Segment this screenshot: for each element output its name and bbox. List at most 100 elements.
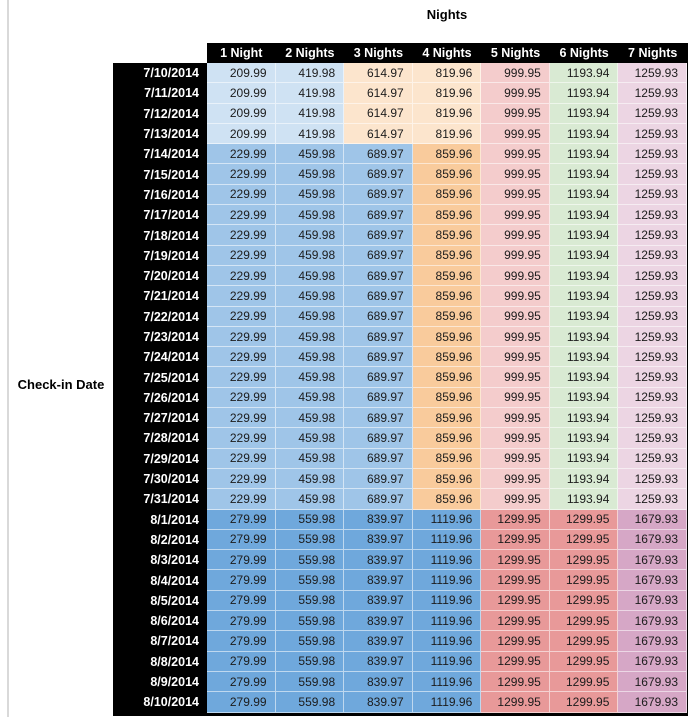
price-cell[interactable]: 1259.93 bbox=[618, 448, 687, 469]
price-cell[interactable]: 1299.95 bbox=[549, 692, 619, 713]
price-cell[interactable]: 229.99 bbox=[207, 306, 276, 327]
price-cell[interactable]: 229.99 bbox=[207, 489, 276, 510]
price-cell[interactable]: 1679.93 bbox=[618, 509, 687, 530]
price-cell[interactable]: 279.99 bbox=[207, 509, 276, 530]
price-cell[interactable]: 689.97 bbox=[344, 286, 413, 307]
price-cell[interactable]: 1679.93 bbox=[618, 590, 687, 612]
price-cell[interactable]: 1193.94 bbox=[549, 184, 619, 206]
price-cell[interactable]: 689.97 bbox=[344, 265, 413, 287]
price-cell[interactable]: 1299.95 bbox=[549, 529, 619, 551]
price-cell[interactable]: 859.96 bbox=[412, 347, 482, 368]
price-cell[interactable]: 1259.93 bbox=[618, 428, 687, 449]
price-cell[interactable]: 999.95 bbox=[481, 103, 550, 124]
price-cell[interactable]: 559.98 bbox=[275, 550, 345, 571]
price-cell[interactable]: 1259.93 bbox=[618, 326, 687, 348]
price-cell[interactable]: 279.99 bbox=[207, 611, 276, 632]
row-header-date[interactable]: 7/17/2014 bbox=[113, 205, 207, 226]
price-cell[interactable]: 614.97 bbox=[344, 83, 413, 104]
price-cell[interactable]: 459.98 bbox=[275, 448, 345, 469]
price-cell[interactable]: 614.97 bbox=[344, 123, 413, 145]
price-cell[interactable]: 1193.94 bbox=[549, 408, 619, 429]
price-cell[interactable]: 689.97 bbox=[344, 387, 413, 409]
column-header[interactable]: 2 Nights bbox=[275, 43, 345, 63]
price-cell[interactable]: 459.98 bbox=[275, 205, 345, 226]
price-cell[interactable]: 1193.94 bbox=[549, 123, 619, 145]
column-header[interactable]: 4 Nights bbox=[412, 43, 482, 63]
price-cell[interactable]: 559.98 bbox=[275, 631, 345, 652]
price-cell[interactable]: 859.96 bbox=[412, 408, 482, 429]
price-cell[interactable]: 459.98 bbox=[275, 144, 345, 165]
price-cell[interactable]: 1299.95 bbox=[549, 651, 619, 672]
price-cell[interactable]: 1679.93 bbox=[618, 550, 687, 571]
price-cell[interactable]: 839.97 bbox=[344, 550, 413, 571]
price-cell[interactable]: 209.99 bbox=[207, 63, 276, 84]
row-header-date[interactable]: 8/5/2014 bbox=[113, 590, 207, 612]
price-cell[interactable]: 839.97 bbox=[344, 590, 413, 612]
price-cell[interactable]: 459.98 bbox=[275, 306, 345, 327]
price-cell[interactable]: 999.95 bbox=[481, 489, 550, 510]
price-cell[interactable]: 614.97 bbox=[344, 63, 413, 84]
row-header-date[interactable]: 7/30/2014 bbox=[113, 468, 207, 490]
price-cell[interactable]: 1259.93 bbox=[618, 347, 687, 368]
price-cell[interactable]: 1119.96 bbox=[412, 550, 482, 571]
row-header-date[interactable]: 8/1/2014 bbox=[113, 509, 207, 530]
price-cell[interactable]: 229.99 bbox=[207, 367, 276, 388]
price-cell[interactable]: 1193.94 bbox=[549, 468, 619, 490]
row-header-date[interactable]: 8/4/2014 bbox=[113, 570, 207, 591]
price-cell[interactable]: 1259.93 bbox=[618, 225, 687, 246]
price-cell[interactable]: 459.98 bbox=[275, 184, 345, 206]
price-cell[interactable]: 689.97 bbox=[344, 164, 413, 185]
price-cell[interactable]: 419.98 bbox=[275, 83, 345, 104]
price-cell[interactable]: 459.98 bbox=[275, 245, 345, 266]
price-cell[interactable]: 209.99 bbox=[207, 123, 276, 145]
price-cell[interactable]: 819.96 bbox=[412, 63, 482, 84]
price-cell[interactable]: 1193.94 bbox=[549, 286, 619, 307]
price-cell[interactable]: 1259.93 bbox=[618, 164, 687, 185]
price-cell[interactable]: 459.98 bbox=[275, 347, 345, 368]
price-cell[interactable]: 229.99 bbox=[207, 265, 276, 287]
price-cell[interactable]: 229.99 bbox=[207, 347, 276, 368]
price-cell[interactable]: 1193.94 bbox=[549, 205, 619, 226]
price-cell[interactable]: 459.98 bbox=[275, 367, 345, 388]
price-cell[interactable]: 229.99 bbox=[207, 448, 276, 469]
price-cell[interactable]: 1193.94 bbox=[549, 326, 619, 348]
price-cell[interactable]: 859.96 bbox=[412, 265, 482, 287]
row-header-date[interactable]: 7/26/2014 bbox=[113, 387, 207, 409]
price-cell[interactable]: 1299.95 bbox=[549, 590, 619, 612]
price-cell[interactable]: 839.97 bbox=[344, 611, 413, 632]
row-header-date[interactable]: 7/21/2014 bbox=[113, 286, 207, 307]
price-cell[interactable]: 819.96 bbox=[412, 83, 482, 104]
price-cell[interactable]: 689.97 bbox=[344, 326, 413, 348]
price-cell[interactable]: 859.96 bbox=[412, 164, 482, 185]
price-cell[interactable]: 1259.93 bbox=[618, 408, 687, 429]
price-cell[interactable]: 859.96 bbox=[412, 448, 482, 469]
row-header-date[interactable]: 7/29/2014 bbox=[113, 448, 207, 469]
price-cell[interactable]: 459.98 bbox=[275, 468, 345, 490]
price-cell[interactable]: 1299.95 bbox=[481, 570, 550, 591]
price-cell[interactable]: 1679.93 bbox=[618, 692, 687, 713]
price-cell[interactable]: 689.97 bbox=[344, 468, 413, 490]
price-cell[interactable]: 1119.96 bbox=[412, 590, 482, 612]
price-cell[interactable]: 1259.93 bbox=[618, 144, 687, 165]
row-header-date[interactable]: 7/24/2014 bbox=[113, 347, 207, 368]
price-cell[interactable]: 1193.94 bbox=[549, 245, 619, 266]
price-cell[interactable]: 1193.94 bbox=[549, 489, 619, 510]
column-header[interactable]: 6 Nights bbox=[549, 43, 619, 63]
price-cell[interactable]: 1259.93 bbox=[618, 489, 687, 510]
price-cell[interactable]: 279.99 bbox=[207, 671, 276, 693]
price-cell[interactable]: 229.99 bbox=[207, 468, 276, 490]
row-header-date[interactable]: 7/15/2014 bbox=[113, 164, 207, 185]
price-cell[interactable]: 1193.94 bbox=[549, 103, 619, 124]
price-cell[interactable]: 999.95 bbox=[481, 408, 550, 429]
price-cell[interactable]: 1259.93 bbox=[618, 265, 687, 287]
price-cell[interactable]: 559.98 bbox=[275, 651, 345, 672]
price-cell[interactable]: 459.98 bbox=[275, 387, 345, 409]
price-cell[interactable]: 559.98 bbox=[275, 692, 345, 713]
price-cell[interactable]: 999.95 bbox=[481, 245, 550, 266]
price-cell[interactable]: 819.96 bbox=[412, 123, 482, 145]
price-cell[interactable]: 279.99 bbox=[207, 590, 276, 612]
price-cell[interactable]: 459.98 bbox=[275, 265, 345, 287]
row-header-date[interactable]: 7/19/2014 bbox=[113, 245, 207, 266]
price-cell[interactable]: 689.97 bbox=[344, 408, 413, 429]
price-cell[interactable]: 999.95 bbox=[481, 184, 550, 206]
